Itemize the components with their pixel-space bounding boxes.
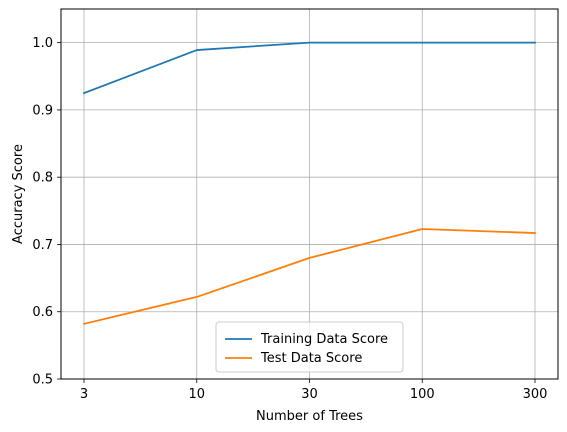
- x-axis: 3 10 30 100 300: [80, 379, 548, 402]
- x-tick-label: 300: [523, 387, 548, 402]
- y-tick-label: 0.6: [32, 305, 53, 320]
- x-tick-label: 3: [80, 387, 88, 402]
- x-tick-label: 10: [188, 387, 205, 402]
- legend-label-test: Test Data Score: [260, 351, 362, 366]
- y-tick-label: 0.8: [32, 171, 53, 186]
- series-layer: [82, 41, 536, 325]
- legend-box: [215, 321, 404, 373]
- x-tick-label: 30: [301, 387, 318, 402]
- legend-label-training: Training Data Score: [260, 332, 388, 347]
- x-axis-label: Number of Trees: [256, 409, 363, 424]
- series-line-training: [82, 41, 536, 95]
- y-tick-label: 1.0: [32, 36, 53, 51]
- legend: Training Data Score Test Data Score: [215, 321, 404, 373]
- x-tick-label: 100: [410, 387, 435, 402]
- y-tick-label: 0.7: [32, 238, 53, 253]
- series-line-test: [82, 228, 536, 325]
- y-axis: 0.5 0.6 0.7 0.8 0.9 1.0: [32, 36, 61, 388]
- y-axis-label: Accuracy Score: [11, 144, 26, 244]
- y-tick-label: 0.9: [32, 103, 53, 118]
- y-tick-label: 0.5: [32, 373, 53, 388]
